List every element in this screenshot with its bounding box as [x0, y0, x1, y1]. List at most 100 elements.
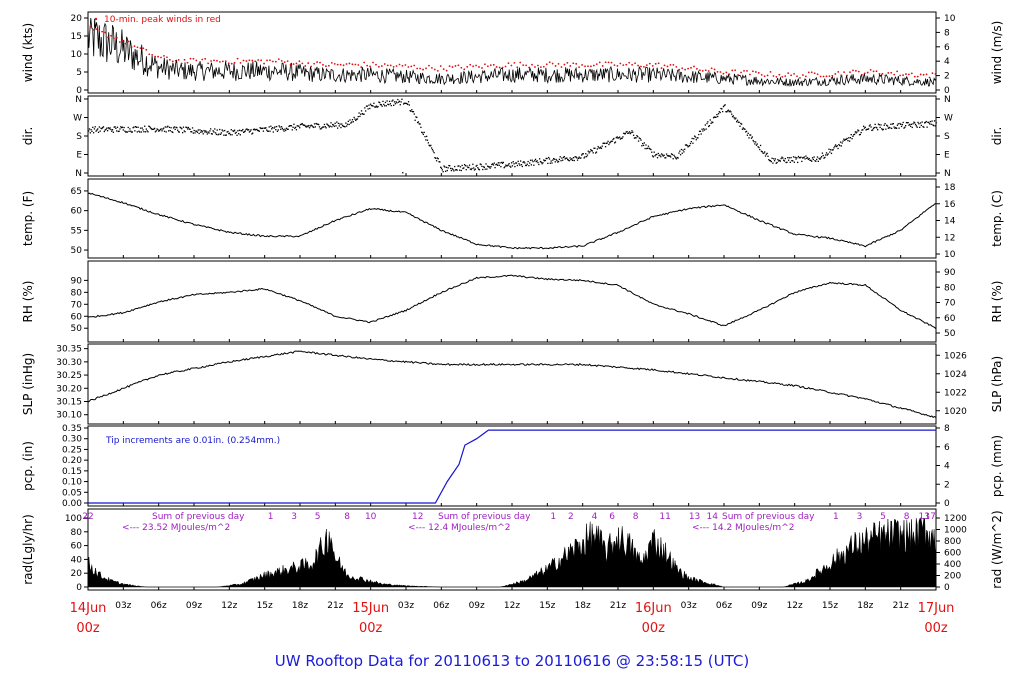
- peak-wind-point: [607, 61, 610, 64]
- direction-point: [123, 126, 125, 129]
- y-tick-label-right: 10: [944, 250, 956, 260]
- direction-point: [158, 129, 161, 132]
- direction-point: [358, 112, 360, 114]
- peak-wind-point: [746, 70, 748, 72]
- peak-wind-point: [336, 63, 339, 66]
- direction-point: [684, 144, 687, 146]
- direction-point: [544, 159, 547, 162]
- direction-point: [522, 161, 524, 164]
- y-axis-label-right: dir.: [990, 127, 1004, 146]
- y-tick-label-left: 70: [71, 300, 83, 310]
- direction-point: [592, 152, 594, 154]
- direction-point: [541, 163, 543, 165]
- direction-point: [495, 164, 497, 166]
- peak-wind-point: [899, 74, 901, 77]
- direction-point: [366, 105, 368, 107]
- direction-point: [402, 103, 405, 105]
- peak-wind-point: [495, 66, 498, 68]
- peak-wind-point: [793, 72, 795, 75]
- peak-wind-point: [166, 56, 168, 59]
- direction-point: [719, 111, 721, 114]
- direction-point: [136, 131, 138, 133]
- y-tick-label-right: 4: [944, 57, 950, 67]
- direction-point: [642, 144, 645, 147]
- direction-point: [259, 127, 261, 129]
- direction-point: [862, 125, 865, 127]
- direction-point: [153, 127, 156, 130]
- peak-wind-point: [681, 67, 684, 70]
- peak-wind-point: [472, 65, 475, 68]
- peak-wind-point: [825, 75, 828, 78]
- x-day-label: 14Jun: [70, 601, 107, 616]
- direction-point: [727, 109, 730, 111]
- direction-point: [468, 164, 471, 166]
- direction-point: [317, 123, 319, 125]
- direction-point: [862, 129, 864, 131]
- direction-point: [242, 131, 245, 133]
- direction-point: [630, 131, 632, 134]
- y-tick-label-right: 16: [944, 200, 956, 210]
- direction-point: [679, 154, 682, 156]
- peak-wind-point: [201, 58, 204, 61]
- direction-point: [97, 131, 100, 133]
- direction-point: [616, 136, 618, 138]
- peak-wind-point: [816, 73, 819, 76]
- direction-point: [680, 148, 683, 151]
- direction-point: [894, 127, 896, 130]
- direction-point: [721, 108, 723, 110]
- direction-point: [492, 164, 495, 166]
- peak-wind-point: [330, 61, 333, 64]
- peak-wind-point: [834, 73, 837, 75]
- peak-wind-point: [398, 63, 401, 66]
- direction-point: [463, 164, 466, 166]
- peak-wind-point: [380, 65, 383, 67]
- radiation-sum-value: <--- 14.2 MJoules/m^2: [692, 523, 794, 533]
- direction-point: [131, 131, 133, 133]
- direction-point: [787, 156, 789, 159]
- peak-wind-point: [628, 61, 631, 64]
- direction-point: [581, 154, 583, 156]
- direction-point: [248, 131, 251, 133]
- peak-wind-point: [133, 45, 136, 48]
- direction-point: [671, 153, 674, 156]
- peak-wind-point: [245, 60, 248, 62]
- direction-point: [767, 155, 769, 157]
- direction-point: [687, 146, 689, 148]
- direction-point: [166, 126, 168, 128]
- direction-point: [170, 127, 172, 129]
- peak-wind-point: [454, 65, 457, 67]
- peak-wind-point: [216, 59, 218, 62]
- direction-point: [760, 150, 763, 152]
- direction-point: [503, 167, 505, 169]
- direction-point: [562, 159, 564, 161]
- peak-wind-point: [843, 71, 846, 74]
- direction-point: [117, 130, 119, 133]
- y-tick-label-left: 0.05: [62, 488, 82, 498]
- peak-wind-point: [121, 39, 124, 42]
- direction-point: [112, 131, 115, 133]
- direction-point: [518, 163, 520, 165]
- peak-wind-point: [619, 62, 622, 65]
- direction-point: [672, 158, 674, 160]
- direction-point: [808, 157, 810, 160]
- direction-point: [260, 127, 262, 130]
- direction-point: [113, 126, 115, 128]
- direction-point: [750, 134, 752, 136]
- peak-wind-point: [751, 70, 754, 73]
- direction-point: [635, 137, 637, 139]
- direction-point: [872, 127, 875, 130]
- direction-point: [698, 130, 701, 132]
- direction-point: [425, 139, 427, 141]
- direction-point: [435, 157, 437, 159]
- peak-wind-point: [769, 70, 772, 73]
- direction-point: [857, 129, 859, 131]
- direction-point: [927, 121, 929, 123]
- y-tick-label-left: 30.20: [56, 384, 82, 394]
- direction-point: [864, 126, 866, 128]
- direction-point: [570, 158, 572, 161]
- direction-point: [412, 111, 415, 113]
- peak-wind-point: [831, 74, 834, 77]
- peak-wind-point: [902, 74, 904, 77]
- direction-point: [118, 130, 120, 132]
- direction-point: [102, 126, 104, 129]
